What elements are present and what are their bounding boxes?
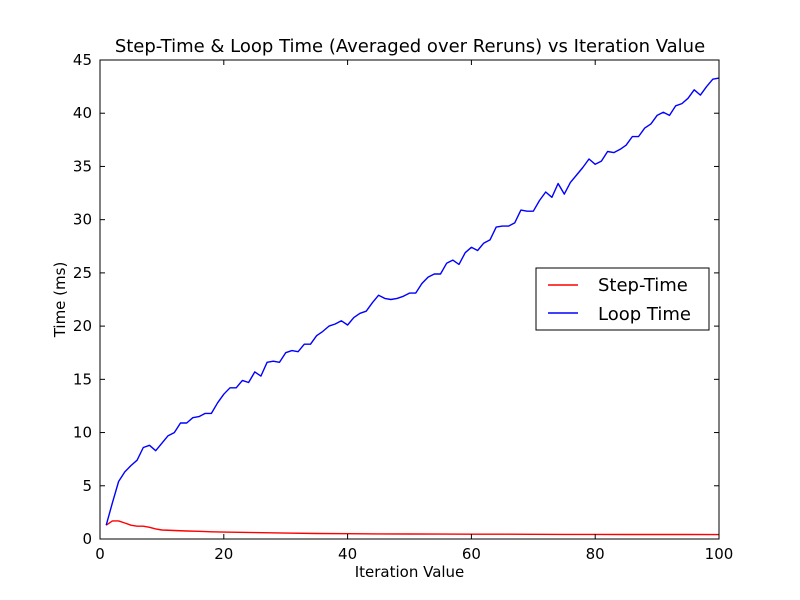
x-tick-label: 60 (462, 545, 481, 563)
y-tick-label: 10 (73, 424, 92, 442)
y-tick-label: 5 (82, 477, 92, 495)
x-tick-label: 0 (95, 545, 105, 563)
series-line-loop-time (105, 77, 720, 526)
y-tick-label: 45 (73, 51, 92, 69)
x-tick-label: 20 (214, 545, 233, 563)
series-layer (105, 77, 720, 536)
legend: Step-Time Loop Time (535, 267, 710, 331)
series-line-step-time (105, 520, 720, 536)
x-tick-label: 40 (338, 545, 357, 563)
y-tick-label: 0 (82, 530, 92, 548)
chart-title: Step-Time & Loop Time (Averaged over Rer… (115, 36, 705, 57)
y-tick-label: 35 (73, 157, 92, 175)
x-axis: 0 20 40 60 80 100 (95, 60, 733, 563)
x-tick-label: 80 (586, 545, 605, 563)
plot-frame (99, 59, 720, 540)
y-axis: 0 5 10 15 20 25 30 35 40 45 (73, 51, 719, 548)
legend-label-loop-time: Loop Time (598, 304, 691, 325)
legend-label-step-time: Step-Time (598, 275, 688, 296)
x-tick-label: 100 (705, 545, 734, 563)
y-tick-label: 30 (73, 211, 92, 229)
y-tick-label: 15 (73, 370, 92, 388)
y-tick-label: 25 (73, 264, 92, 282)
y-tick-label: 20 (73, 317, 92, 335)
x-axis-label: Iteration Value (355, 563, 465, 581)
legend-box (535, 267, 710, 331)
y-axis-label: Time (ms) (51, 262, 69, 339)
y-tick-label: 40 (73, 104, 92, 122)
